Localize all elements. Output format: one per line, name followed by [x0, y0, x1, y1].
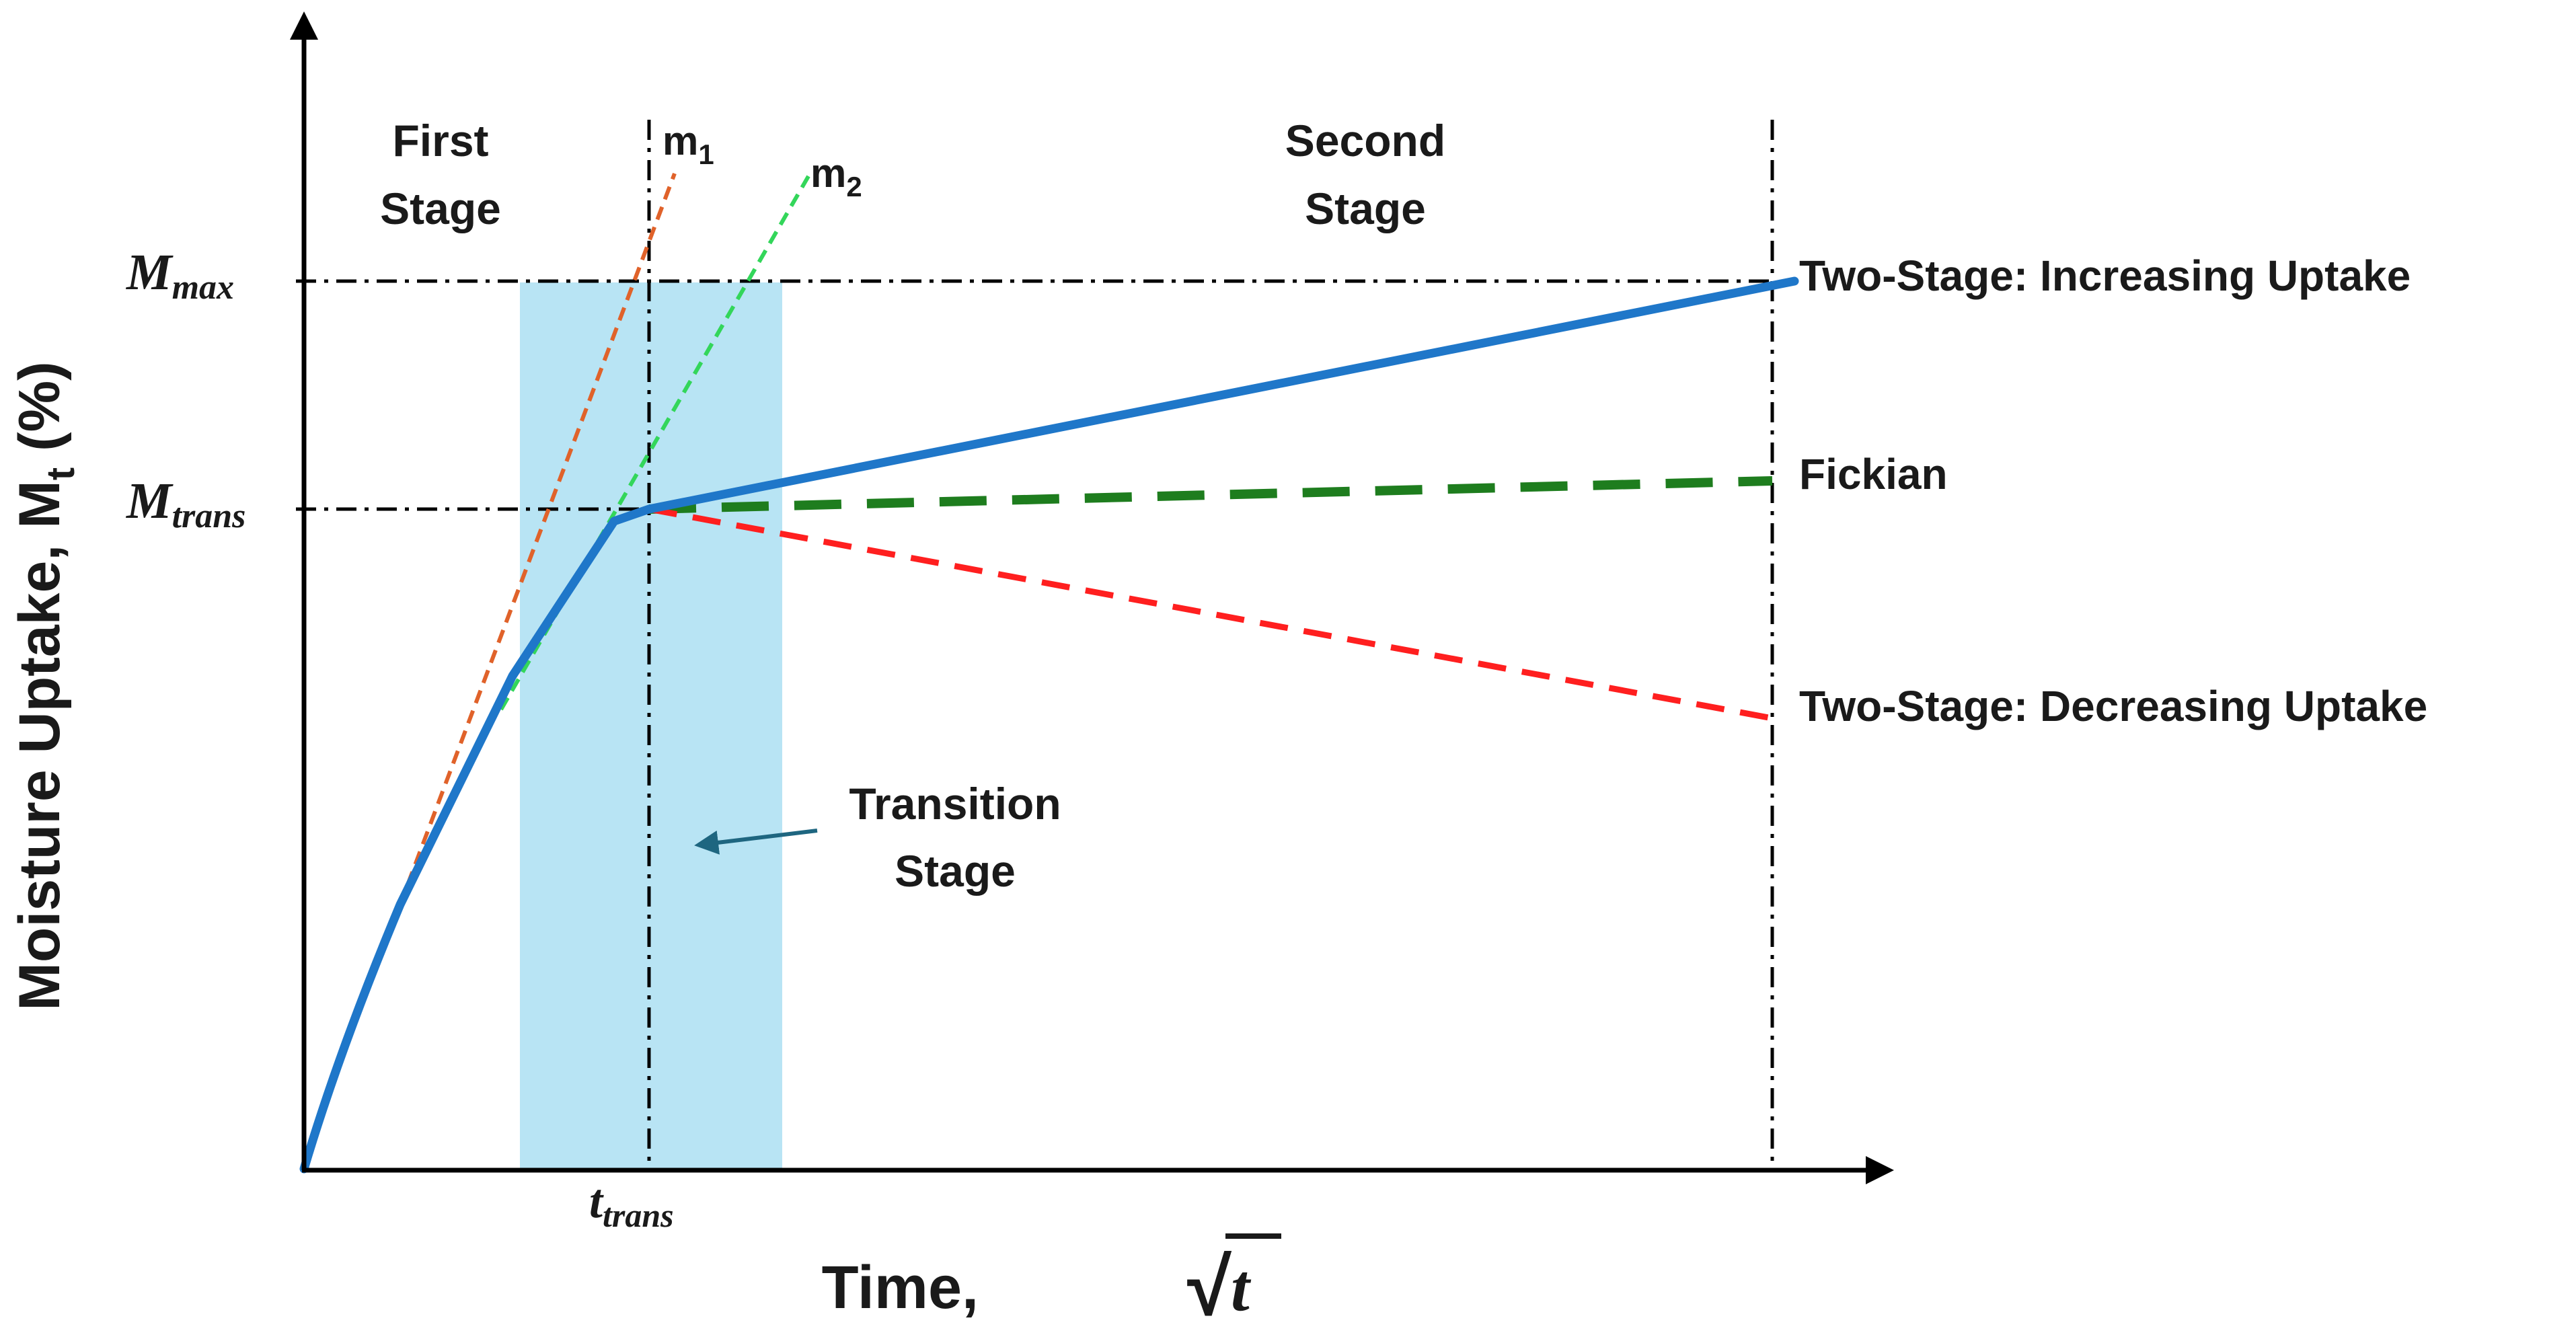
increasing-uptake-curve	[299, 276, 1799, 1174]
decreasing-uptake-curve	[648, 506, 1773, 722]
increasing-uptake-label: Two-Stage: Increasing Uptake	[1799, 252, 2411, 300]
x-axis-title: Time,	[822, 1254, 979, 1322]
transition-pointer-arrow	[694, 829, 818, 855]
m2-tangent-line	[499, 175, 810, 711]
m-max-label: Mmax	[126, 244, 234, 307]
m2-label: m2	[810, 151, 862, 202]
fickian-label: Fickian	[1799, 450, 1948, 498]
first-stage-label-line1: First	[392, 116, 488, 165]
transition-stage-label-line2: Stage	[895, 846, 1016, 896]
second-stage-label-line1: Second	[1285, 116, 1445, 165]
t-trans-label: ttrans	[589, 1174, 674, 1234]
m1-label: m1	[662, 118, 714, 170]
y-axis-title: Moisture Uptake, Mt (%)	[7, 361, 83, 1010]
m-trans-label: Mtrans	[126, 473, 245, 535]
second-stage-label-line2: Stage	[1305, 184, 1426, 233]
decreasing-uptake-label: Two-Stage: Decreasing Uptake	[1799, 682, 2427, 730]
sqrt-symbol: √	[1187, 1242, 1232, 1332]
fickian-curve	[648, 476, 1773, 514]
first-stage-label-line2: Stage	[380, 184, 501, 233]
m1-tangent-line	[398, 172, 677, 906]
transition-band	[520, 282, 782, 1172]
transition-stage-label-line1: Transition	[849, 779, 1061, 829]
x-axis-variable: t	[1231, 1250, 1252, 1325]
